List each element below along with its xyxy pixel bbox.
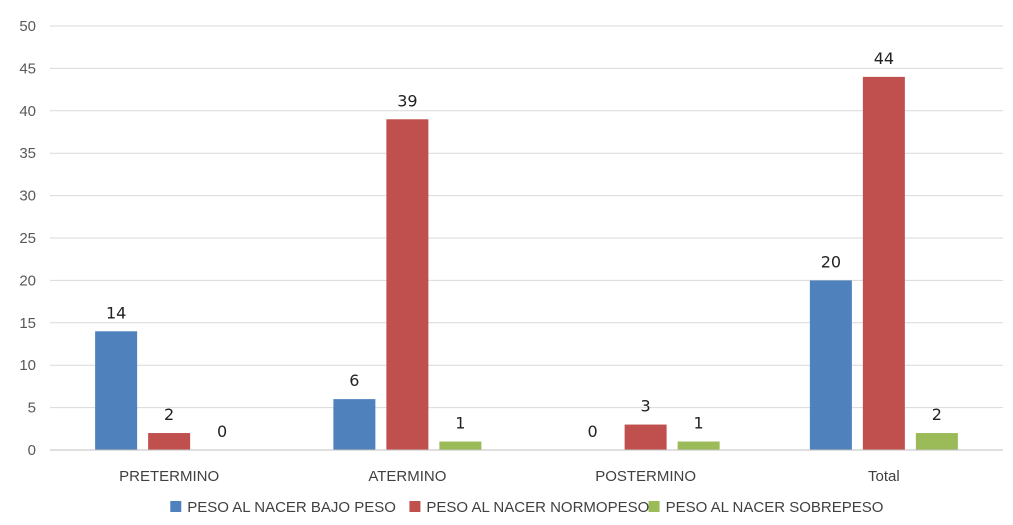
data-label: 6	[349, 371, 359, 390]
bar-3-atermino	[439, 441, 482, 450]
data-label: 1	[694, 414, 704, 433]
x-tick-label: ATERMINO	[368, 468, 446, 485]
data-label: 14	[106, 303, 126, 322]
y-tick-label: 35	[19, 145, 36, 162]
bar-3-total	[915, 433, 958, 450]
bar-1-total	[809, 280, 852, 450]
data-label: 0	[217, 422, 227, 441]
data-label: 1	[455, 414, 465, 433]
bar-2-atermino	[386, 119, 429, 450]
data-label: 3	[641, 397, 651, 416]
bar-2-pretermino	[148, 433, 191, 450]
data-label: 2	[164, 405, 174, 424]
y-tick-label: 30	[19, 188, 36, 205]
data-label: 39	[397, 91, 417, 110]
bar-3-postermino	[677, 441, 720, 450]
x-tick-label: POSTERMINO	[595, 468, 696, 485]
y-tick-label: 50	[19, 18, 36, 35]
y-tick-label: 40	[19, 103, 36, 120]
data-label: 20	[821, 252, 841, 271]
legend: PESO AL NACER BAJO PESO PESO AL NACER NOR…	[170, 499, 883, 516]
data-label: 44	[874, 49, 894, 68]
y-tick-label: 45	[19, 60, 36, 77]
bar-2-total	[862, 76, 905, 450]
gridlines	[50, 25, 1003, 409]
x-tick-label: PRETERMINO	[119, 468, 219, 485]
bar-1-atermino	[333, 399, 376, 450]
legend-swatch	[409, 501, 421, 512]
y-tick-label: 15	[19, 315, 36, 332]
y-tick-label: 10	[19, 357, 36, 374]
legend-label: PESO AL NACER NORMOPESO	[426, 499, 649, 516]
y-axis-tick-labels: 0 5 10 15 20 25 30 35 40 45 50	[19, 18, 36, 459]
legend-swatch	[648, 501, 660, 512]
x-axis: PRETERMINO ATERMINO POSTERMINO Total	[50, 449, 1003, 485]
y-tick-label: 5	[28, 400, 36, 417]
y-tick-label: 20	[19, 272, 36, 289]
bar-1-pretermino	[95, 331, 138, 450]
bars	[95, 76, 958, 450]
legend-label: PESO AL NACER SOBREPESO	[666, 499, 884, 516]
y-tick-label: 0	[28, 442, 36, 459]
legend-swatch	[170, 501, 182, 512]
bar-2-postermino	[624, 424, 667, 450]
y-tick-label: 25	[19, 230, 36, 247]
legend-label: PESO AL NACER BAJO PESO	[187, 499, 396, 516]
data-label: 0	[588, 422, 598, 441]
x-tick-label: Total	[868, 468, 900, 485]
data-label: 2	[932, 405, 942, 424]
